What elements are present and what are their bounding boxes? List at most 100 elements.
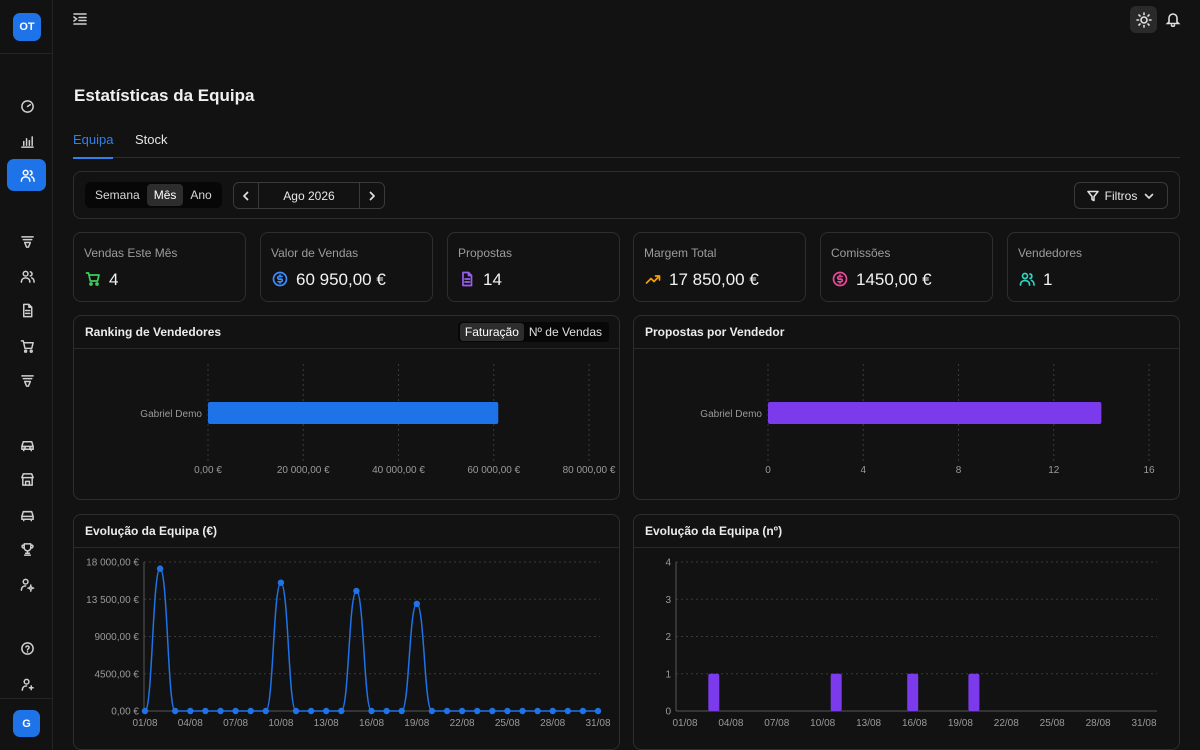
stat-value: 17 850,00 € bbox=[669, 270, 759, 289]
x-tick-label: 8 bbox=[956, 465, 962, 476]
sidebar-toggle-button[interactable] bbox=[72, 11, 88, 27]
current-period-label[interactable]: Ago 2026 bbox=[283, 188, 335, 203]
data-point bbox=[368, 707, 375, 715]
x-tick-label: 28/08 bbox=[1086, 718, 1111, 729]
document-icon bbox=[22, 303, 32, 317]
x-tick-label: 19/08 bbox=[948, 718, 973, 729]
x-tick-label: 31/08 bbox=[1131, 718, 1156, 729]
stat-label: Propostas bbox=[458, 246, 513, 260]
theme-toggle-button[interactable] bbox=[1130, 6, 1157, 33]
x-tick-label: 16/08 bbox=[359, 718, 384, 729]
x-tick-label: 16/08 bbox=[902, 718, 927, 729]
tab-equipa[interactable]: Equipa bbox=[73, 132, 114, 159]
sidebar-item-team[interactable] bbox=[7, 159, 46, 191]
toggle-revenue[interactable]: Faturação bbox=[459, 323, 524, 341]
period-year-button[interactable]: Ano bbox=[190, 188, 212, 202]
x-tick-label: 20 000,00 € bbox=[277, 465, 330, 476]
filter-icon bbox=[1086, 190, 1099, 201]
data-point bbox=[247, 707, 254, 715]
sidebar-item-cars[interactable] bbox=[17, 504, 37, 524]
ranking-metric-toggle: Faturação Nº de Vendas bbox=[457, 322, 609, 342]
y-tick-label: 4 bbox=[665, 558, 671, 569]
dollar-icon bbox=[831, 270, 849, 288]
panel-divider bbox=[634, 547, 1179, 548]
panel-divider bbox=[74, 547, 619, 548]
sidebar-item-documents[interactable] bbox=[17, 300, 37, 320]
app-logo[interactable]: OT bbox=[13, 13, 41, 41]
sidebar-item-filter[interactable] bbox=[17, 370, 37, 390]
users-icon bbox=[17, 165, 37, 185]
chevron-down-icon bbox=[1145, 193, 1154, 199]
sidebar-item-add-user[interactable] bbox=[17, 674, 37, 694]
y-tick-label: 0,00 € bbox=[111, 707, 139, 718]
data-point bbox=[172, 707, 179, 715]
period-month-button[interactable]: Mês bbox=[146, 184, 184, 206]
data-point bbox=[549, 707, 556, 715]
sidebar-item-help[interactable] bbox=[17, 638, 37, 658]
users-icon bbox=[1018, 270, 1036, 288]
sidebar-item-rewards[interactable] bbox=[17, 539, 37, 559]
stat-card-proposals: Propostas 14 bbox=[447, 232, 620, 302]
sidebar-item-charts[interactable] bbox=[17, 131, 37, 151]
store-icon bbox=[20, 472, 34, 486]
tab-stock[interactable]: Stock bbox=[135, 132, 168, 147]
stat-value: 4 bbox=[109, 270, 119, 289]
data-point bbox=[292, 707, 300, 715]
page-title: Estatísticas da Equipa bbox=[74, 86, 255, 105]
x-tick-label: 13/08 bbox=[856, 718, 881, 729]
bar bbox=[768, 402, 1102, 424]
sidebar-item-dashboard[interactable] bbox=[17, 96, 37, 116]
x-tick-label: 22/08 bbox=[450, 718, 475, 729]
sidebar-item-clients[interactable] bbox=[17, 266, 37, 286]
y-tick-label: 18 000,00 € bbox=[86, 558, 139, 569]
x-tick-label: 31/08 bbox=[585, 718, 610, 729]
bar bbox=[830, 673, 842, 711]
x-tick-label: 10/08 bbox=[268, 718, 293, 729]
toggle-sales-count[interactable]: Nº de Vendas bbox=[528, 325, 602, 339]
x-tick-label: 80 000,00 € bbox=[563, 465, 616, 476]
y-tick-label: 3 bbox=[665, 595, 671, 606]
bar bbox=[907, 673, 919, 711]
previous-period-button[interactable] bbox=[234, 183, 259, 208]
sidebar-item-store[interactable] bbox=[17, 469, 37, 489]
y-tick-label: 4500,00 € bbox=[95, 669, 140, 680]
stat-card-commissions: Comissões 1450,00 € bbox=[820, 232, 993, 302]
data-point bbox=[383, 707, 390, 715]
x-tick-label: 25/08 bbox=[1040, 718, 1065, 729]
chevron-right-icon bbox=[369, 191, 375, 200]
x-tick-label: 19/08 bbox=[404, 718, 429, 729]
dollar-icon bbox=[271, 270, 289, 288]
period-week-button[interactable]: Semana bbox=[95, 188, 140, 202]
y-tick-label: 9000,00 € bbox=[95, 632, 140, 643]
sidebar-item-cart[interactable] bbox=[17, 336, 37, 356]
x-tick-label: 16 bbox=[1143, 465, 1155, 476]
data-point bbox=[594, 707, 602, 715]
x-tick-label: 04/08 bbox=[718, 718, 743, 729]
data-point bbox=[353, 587, 360, 595]
sidebar-item-vehicles[interactable] bbox=[17, 434, 37, 454]
cart-icon bbox=[20, 339, 34, 353]
cart-icon bbox=[84, 270, 102, 288]
filters-label: Filtros bbox=[1104, 188, 1138, 203]
sidebar-divider bbox=[0, 53, 53, 54]
series-line bbox=[144, 567, 598, 712]
stat-label: Comissões bbox=[831, 246, 891, 260]
sidebar-item-funnel[interactable] bbox=[17, 231, 37, 251]
avatar[interactable]: G bbox=[13, 710, 40, 737]
data-point bbox=[398, 707, 405, 715]
data-point bbox=[579, 707, 587, 715]
filters-button[interactable]: Filtros bbox=[1074, 182, 1168, 209]
x-tick-label: 22/08 bbox=[994, 718, 1019, 729]
sidebar-item-user-settings[interactable] bbox=[17, 574, 37, 594]
x-tick-label: 04/08 bbox=[178, 718, 203, 729]
x-tick-label: 01/08 bbox=[672, 718, 697, 729]
menu-collapse-icon bbox=[73, 13, 87, 25]
data-point bbox=[217, 707, 224, 715]
notifications-button[interactable] bbox=[1163, 9, 1183, 29]
data-point bbox=[428, 707, 436, 715]
next-period-button[interactable] bbox=[359, 183, 384, 208]
x-tick-label: 40 000,00 € bbox=[372, 465, 425, 476]
data-point bbox=[413, 600, 420, 608]
ranking-panel: Ranking de Vendedores Faturação Nº de Ve… bbox=[73, 315, 620, 500]
bar bbox=[208, 402, 499, 424]
